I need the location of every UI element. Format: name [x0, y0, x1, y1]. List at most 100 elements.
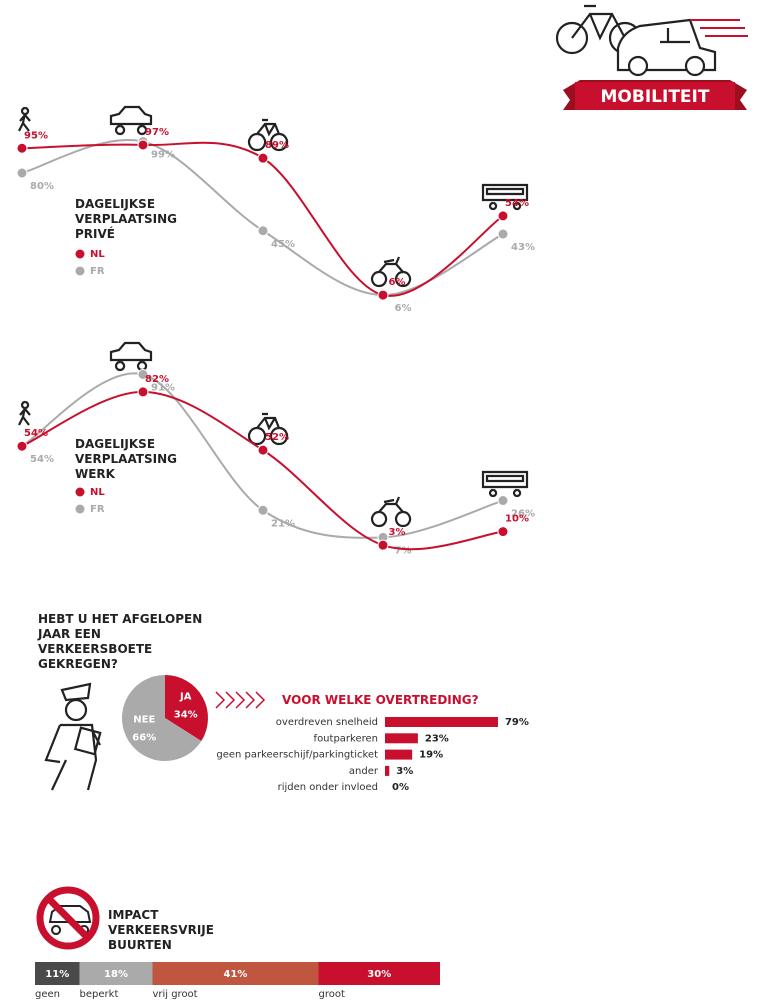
bar-label: rijden onder invloed [278, 782, 378, 793]
segment [79, 962, 153, 985]
legend-label: NL [90, 487, 105, 498]
bar [385, 765, 390, 776]
slice-label: JA [179, 692, 192, 703]
value-label: 3% [389, 527, 406, 538]
value-label: 41% [224, 969, 248, 980]
point [377, 289, 389, 301]
value-label: 43% [511, 242, 535, 253]
bar [385, 733, 418, 744]
point [377, 539, 389, 551]
legend-label: NL [90, 249, 105, 260]
pie-slice [165, 675, 208, 742]
value-label: 66% [132, 732, 156, 743]
segment [35, 962, 80, 985]
bar-label: overdreven snelheid [276, 717, 378, 728]
pie-slice [121, 675, 202, 761]
point [257, 225, 269, 237]
value-label: 18% [104, 969, 128, 980]
value-label: 80% [30, 181, 54, 192]
legend-label: FR [90, 504, 105, 515]
series-line [21, 372, 504, 539]
legend-label: FR [90, 266, 105, 277]
value-label: 82% [145, 374, 169, 385]
mode-icon [248, 118, 289, 152]
point [497, 526, 509, 538]
mode-icon [370, 256, 412, 288]
value-label: 52% [265, 432, 289, 443]
segment [318, 962, 440, 985]
point [257, 152, 269, 164]
point [16, 167, 28, 179]
value-label: 0% [392, 782, 409, 793]
value-label: 79% [505, 717, 529, 728]
no-car-icon [36, 886, 100, 950]
header-icon [555, 4, 748, 77]
mode-icon [248, 412, 289, 446]
mode-icon [481, 470, 529, 498]
segment-label: vrij groot [152, 989, 197, 1000]
value-label: 95% [24, 130, 48, 141]
mode-icon [18, 106, 31, 132]
point [257, 444, 269, 456]
value-label: 54% [505, 198, 529, 209]
value-label: 3% [396, 766, 413, 777]
officer-icon [44, 682, 102, 791]
point [497, 495, 509, 507]
ribbon [575, 82, 735, 110]
arrows [215, 691, 266, 709]
bar-label: ander [349, 766, 379, 777]
chart-title: DAGELIJKSE VERPLAATSING WERK [75, 437, 177, 481]
bar-label: foutparkeren [314, 733, 378, 744]
mode-icon [18, 400, 31, 426]
legend-dot [75, 249, 85, 259]
value-label: 21% [271, 518, 295, 529]
chart-title: IMPACT VERKEERSVRIJE BUURTEN [108, 908, 214, 952]
value-label: 23% [425, 733, 449, 744]
chart-title: HEBT U HET AFGELOPEN JAAR EEN VERKEERSBO… [38, 612, 203, 671]
badge: MOBILITEIT [601, 87, 710, 107]
segment-label: groot [319, 989, 345, 1000]
mode-icon [109, 105, 153, 136]
legend-dot [75, 266, 85, 276]
value-label: 54% [24, 428, 48, 439]
segment [152, 962, 319, 985]
legend-dot [75, 487, 85, 497]
point [16, 142, 28, 154]
chart-title: DAGELIJKSE VERPLAATSING PRIVÉ [75, 197, 177, 241]
value-label: 91% [151, 382, 175, 393]
slice-label: NEE [133, 714, 155, 725]
point [137, 368, 149, 380]
mode-icon [370, 496, 412, 528]
value-label: 6% [395, 303, 412, 314]
bar [385, 717, 498, 727]
value-label: 30% [367, 969, 391, 980]
value-label: 54% [30, 454, 54, 465]
value-label: 10% [505, 514, 529, 525]
segment-label: geen [35, 989, 60, 1000]
segment-label: beperkt [80, 989, 119, 1000]
value-label: 6% [389, 277, 406, 288]
mode-icon [109, 341, 153, 372]
value-label: 26% [511, 509, 535, 520]
point [16, 440, 28, 452]
chart-title: VOOR WELKE OVERTREDING? [282, 693, 479, 707]
value-label: 99% [151, 150, 175, 161]
value-label: 97% [145, 127, 169, 138]
value-label: 89% [265, 140, 289, 151]
point [137, 139, 149, 151]
bar-label: geen parkeerschijf/parkingticket [216, 750, 378, 761]
value-label: 19% [419, 750, 443, 761]
point [257, 504, 269, 516]
value-label: 45% [271, 239, 295, 250]
point [497, 228, 509, 240]
value-label: 11% [45, 969, 69, 980]
point [497, 210, 509, 222]
mode-icon [481, 183, 529, 211]
legend-dot [75, 504, 85, 514]
series-line [21, 141, 504, 297]
bar [385, 749, 413, 760]
value-label: 34% [174, 710, 198, 721]
value-label: 7% [395, 545, 412, 556]
